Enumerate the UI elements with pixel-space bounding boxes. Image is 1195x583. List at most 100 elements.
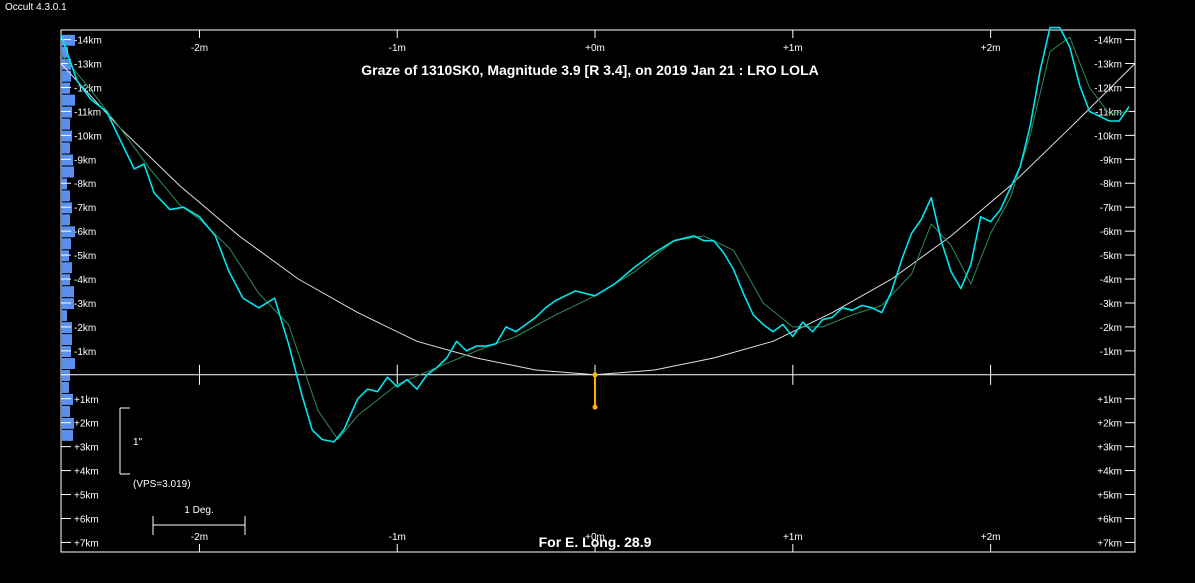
chart-footer: For E. Long. 28.9: [539, 534, 652, 550]
histogram-bar: [62, 142, 70, 154]
histogram-bar: [62, 274, 70, 286]
y-tick-label-left: -1km: [74, 347, 96, 358]
y-tick-label-right: -12km: [1094, 83, 1122, 94]
y-tick-label-left: +5km: [74, 491, 99, 502]
y-tick-label-right: -8km: [1100, 179, 1122, 190]
y-tick-label-right: -3km: [1100, 299, 1122, 310]
histogram-bar: [62, 250, 69, 262]
x-tick-label-top: -1m: [389, 43, 406, 54]
y-tick-label-right: +1km: [1097, 395, 1122, 406]
y-tick-label-left: -10km: [74, 131, 102, 142]
y-tick-label-left: -2km: [74, 323, 96, 334]
y-tick-label-left: -9km: [74, 155, 96, 166]
histogram-bar: [62, 214, 70, 226]
histogram-bar: [62, 346, 71, 358]
histogram-bar: [62, 178, 67, 190]
y-tick-label-left: -11km: [74, 107, 101, 118]
y-tick-label-left: -3km: [74, 299, 96, 310]
histogram-bar: [62, 202, 72, 214]
axes: -2m -2m -1m -1m +0m +0m +1m +1m +2m +2m -14km -14km…: [61, 30, 1135, 552]
histogram-bar: [62, 94, 75, 106]
degree-scale-bar: 1 Deg.: [152, 505, 246, 535]
plot-frame: [60, 29, 1136, 553]
y-tick-label-right: +2km: [1097, 419, 1122, 430]
y-tick-label-right: -10km: [1094, 131, 1122, 142]
series-arc-line: [60, 63, 1136, 376]
x-tick-label-bottom: -2m: [191, 532, 208, 543]
histogram-bar: [62, 46, 68, 58]
y-tick-label-left: -8km: [74, 179, 96, 190]
x-tick-label-top: +1m: [783, 43, 803, 54]
y-tick-label-left: +7km: [74, 538, 99, 549]
x-tick-label-top: +2m: [981, 43, 1001, 54]
y-tick-label-right: +4km: [1097, 467, 1122, 478]
histogram-bar: [62, 393, 73, 405]
marker-dot-top: [592, 372, 598, 378]
histogram-bar: [62, 381, 69, 393]
histogram-bar: [62, 370, 70, 381]
histogram-bar: [62, 82, 70, 94]
chart-title: Graze of 1310SK0, Magnitude 3.9 [R 3.4],…: [361, 62, 818, 78]
y-tick-label-right: -2km: [1100, 323, 1122, 334]
y-tick-label-right: +3km: [1097, 443, 1122, 454]
window-title: Occult 4.3.0.1: [5, 2, 67, 13]
histogram-bar: [62, 298, 74, 310]
x-tick-label-top: +0m: [585, 43, 605, 54]
y-tick-label-left: -12km: [74, 83, 102, 94]
degree-label: 1 Deg.: [184, 505, 213, 516]
histogram-bar: [62, 166, 74, 178]
y-tick-label-left: +1km: [74, 395, 99, 406]
graze-marker: [592, 372, 598, 410]
y-tick-label-right: -4km: [1100, 275, 1122, 286]
y-tick-label-right: -9km: [1100, 155, 1122, 166]
histogram-bar: [62, 130, 72, 142]
histogram-bar: [62, 405, 70, 417]
histogram-bar: [62, 226, 75, 238]
y-tick-label-right: -1km: [1100, 347, 1122, 358]
y-tick-label-left: +3km: [74, 443, 99, 454]
x-tick-label-bottom: +2m: [981, 532, 1001, 543]
y-tick-label-left: -13km: [74, 60, 102, 71]
histogram-bar: [62, 154, 73, 166]
y-tick-label-right: +6km: [1097, 514, 1122, 525]
histogram-bar: [62, 262, 72, 274]
histogram-bar: [62, 310, 67, 322]
histogram-bar: [62, 358, 75, 370]
x-tick-label-top: -2m: [191, 43, 208, 54]
y-tick-label-right: -14km: [1094, 36, 1122, 47]
histogram-bar: [62, 190, 70, 202]
x-tick-label-bottom: -1m: [389, 532, 406, 543]
histogram-bar: [62, 70, 71, 82]
histogram-bar: [62, 34, 75, 46]
y-tick-label-right: -13km: [1094, 60, 1122, 71]
histogram-bar: [62, 429, 73, 441]
y-tick-label-right: -6km: [1100, 227, 1122, 238]
y-tick-label-right: -5km: [1100, 251, 1122, 262]
y-tick-label-left: -5km: [74, 251, 96, 262]
histogram-bar: [62, 417, 74, 429]
series-group: [60, 26, 1136, 443]
histogram-bar: [62, 238, 71, 250]
arcsec-label: 1": [133, 437, 143, 448]
histogram-bar: [62, 322, 72, 334]
y-tick-label-left: +4km: [74, 467, 99, 478]
y-tick-label-right: +5km: [1097, 491, 1122, 502]
marker-dot-bottom: [592, 404, 598, 410]
x-tick-label-bottom: +1m: [783, 532, 803, 543]
y-tick-label-right: +7km: [1097, 538, 1122, 549]
y-tick-label-left: -7km: [74, 203, 96, 214]
y-tick-label-left: -4km: [74, 275, 96, 286]
y-tick-label-left: +2km: [74, 419, 99, 430]
y-tick-label-left: -6km: [74, 227, 96, 238]
histogram-bar: [62, 334, 72, 346]
series-profile-line: [60, 26, 1130, 443]
vps-label: (VPS=3.019): [133, 479, 191, 490]
y-tick-label-right: -7km: [1100, 203, 1122, 214]
histogram-bar: [62, 106, 72, 118]
y-tick-label-left: -14km: [74, 36, 102, 47]
histogram-bar: [62, 286, 74, 298]
y-tick-label-left: +6km: [74, 514, 99, 525]
arcsec-scale-bar: 1" (VPS=3.019): [119, 407, 191, 490]
limb-histogram: [62, 34, 75, 441]
